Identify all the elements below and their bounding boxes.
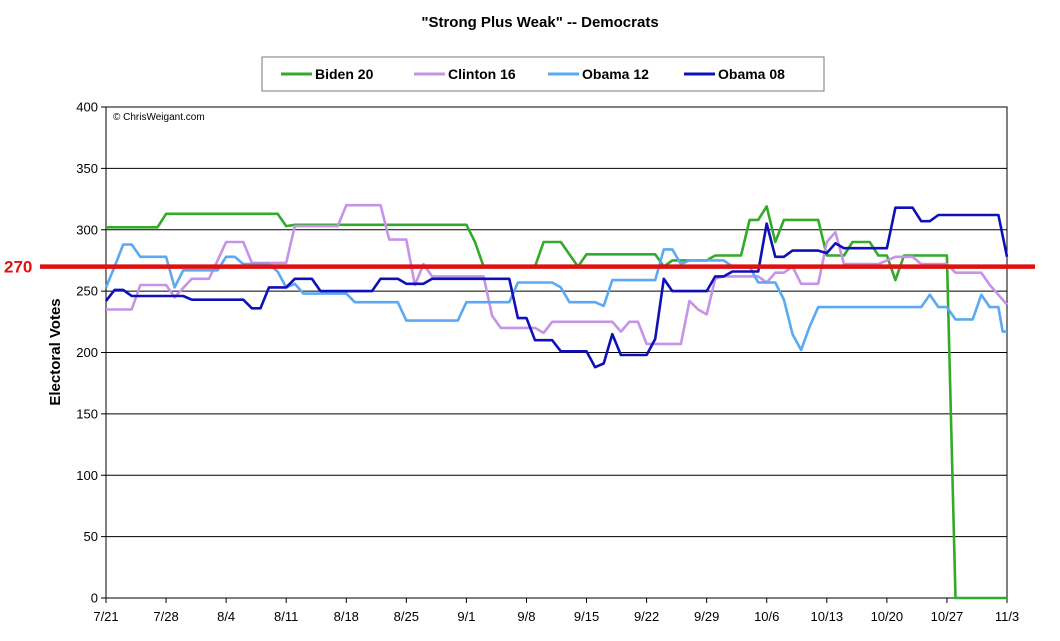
x-tick-label: 9/29 [694,609,719,624]
x-tick-label: 9/1 [457,609,475,624]
y-tick-label: 50 [84,529,98,544]
x-tick-label: 7/28 [153,609,178,624]
legend-label: Clinton 16 [448,66,516,82]
y-tick-label: 300 [76,222,98,237]
y-axis-label: Electoral Votes [47,298,64,405]
copyright-note: © ChrisWeigant.com [113,112,205,123]
grid-lines [105,106,1008,599]
x-tick-label: 7/21 [93,609,118,624]
x-tick-label: 8/4 [217,609,235,624]
x-tick-label: 10/27 [931,609,964,624]
x-tick-label: 8/11 [274,609,298,624]
series-line-2 [106,203,1008,346]
y-tick-label: 0 [91,591,98,606]
y-axis-ticks: 0 50 100 150 200 250 300 350 400 [76,100,106,606]
reference-line-label: 270 [4,258,32,277]
series-line-4 [104,206,1009,369]
x-tick-label: 9/22 [634,609,659,624]
x-tick-label: 9/15 [574,609,599,624]
y-tick-label: 350 [76,161,98,176]
series-line-1 [106,205,1007,600]
y-tick-label: 150 [76,406,98,421]
legend-label: Obama 08 [718,66,785,82]
x-axis-ticks: 7/21 7/28 8/4 8/11 8/18 8/25 9/1 9/8 9/15 9/22 9/2… [93,598,1019,624]
legend: Biden 20 Clinton 16 Obama 12 Obama 08 [261,56,825,92]
x-tick-label: 11/3 [995,609,1019,624]
y-tick-label: 100 [76,468,98,483]
x-tick-label: 10/20 [871,609,904,624]
y-tick-label: 200 [76,345,98,360]
y-tick-label: 250 [76,284,98,299]
y-tick-label: 400 [76,100,98,115]
x-tick-label: 10/6 [754,609,779,624]
x-tick-label: 8/25 [394,609,419,624]
reference-line-group: 270 [4,258,1035,277]
series-line-3 [104,243,1007,352]
x-tick-label: 9/8 [517,609,535,624]
legend-label: Biden 20 [315,66,374,82]
chart-title: "Strong Plus Weak" -- Democrats [421,14,658,31]
series-lines [104,203,1009,600]
x-tick-label: 10/13 [811,609,844,624]
legend-label: Obama 12 [582,66,649,82]
x-tick-label: 8/18 [334,609,359,624]
